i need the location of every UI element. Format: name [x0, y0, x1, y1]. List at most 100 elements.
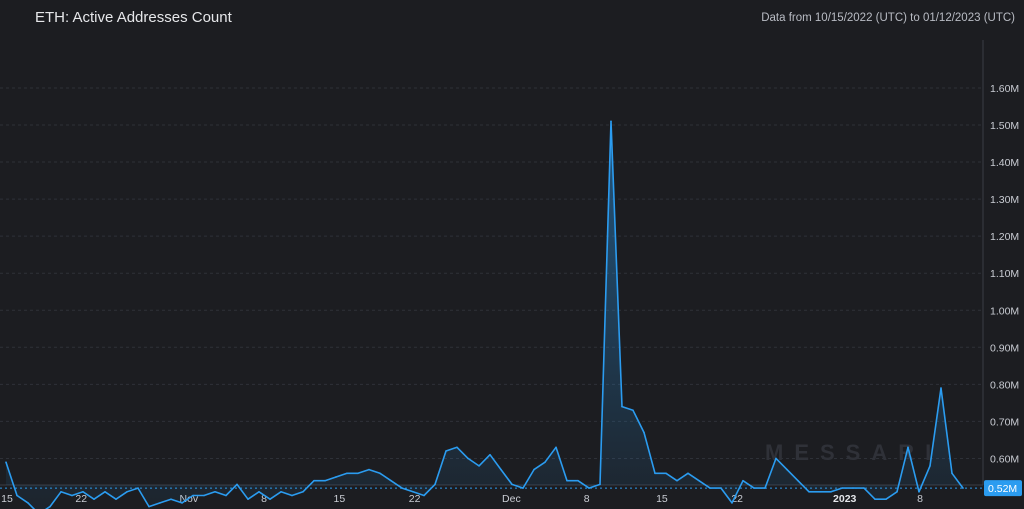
data-point: [236, 483, 238, 486]
data-point: [478, 465, 480, 467]
data-point: [588, 487, 590, 489]
data-point: [126, 490, 128, 493]
y-tick-label: 0.80M: [990, 379, 1019, 391]
data-point: [302, 490, 304, 493]
data-point: [918, 490, 920, 493]
data-point: [819, 490, 821, 493]
data-point: [379, 472, 381, 475]
x-tick-label: 22: [75, 493, 87, 505]
data-point: [5, 461, 7, 463]
x-axis-ticks: 15 22 Nov 8 15 22 Dec 8 15 22 2023 8: [1, 493, 923, 505]
last-value-badge-bg: [984, 480, 1022, 497]
data-point: [203, 494, 205, 497]
date-range-label: Data from 10/15/2022 (UTC) to 01/12/2023…: [761, 12, 1015, 24]
data-point: [852, 487, 854, 489]
y-tick-label: 1.40M: [990, 157, 1019, 169]
data-point: [27, 502, 29, 504]
data-point: [775, 457, 777, 460]
x-tick-label: 8: [261, 493, 267, 505]
data-point: [181, 502, 183, 504]
data-point: [335, 476, 337, 478]
y-tick-label: 0.90M: [990, 342, 1019, 354]
data-point: [324, 479, 326, 482]
data-point: [522, 487, 524, 489]
data-point: [544, 461, 546, 463]
data-point: [808, 490, 810, 493]
data-point: [929, 465, 931, 467]
y-tick-label: 1.60M: [990, 83, 1019, 95]
data-point: [82, 490, 84, 493]
data-point: [500, 468, 502, 471]
x-tick-label: 8: [584, 493, 590, 505]
data-point: [797, 479, 799, 482]
x-tick-label: 15: [656, 493, 668, 505]
data-point: [357, 472, 359, 475]
y-tick-label: 0.60M: [990, 453, 1019, 465]
data-point: [654, 472, 656, 475]
y-tick-label: 1.50M: [990, 120, 1019, 132]
data-point: [907, 446, 909, 449]
data-point: [511, 483, 513, 486]
data-point: [225, 494, 227, 497]
data-point: [159, 502, 161, 504]
data-point: [786, 468, 788, 471]
data-point: [621, 405, 623, 408]
data-point: [247, 498, 249, 501]
data-point: [258, 490, 260, 493]
data-point: [192, 494, 194, 497]
data-point: [885, 498, 887, 501]
data-point: [632, 409, 634, 412]
data-point: [863, 487, 865, 489]
data-point: [93, 498, 95, 501]
x-tick-label: 15: [1, 493, 13, 505]
series-points: [5, 120, 964, 508]
data-point: [390, 479, 392, 482]
data-point: [962, 487, 964, 489]
data-point: [940, 387, 942, 389]
data-point: [269, 498, 271, 501]
last-value-label: 0.52M: [988, 483, 1017, 495]
data-point: [412, 490, 414, 493]
data-point: [599, 483, 601, 486]
series-line: [5, 120, 964, 509]
data-point: [434, 483, 436, 486]
y-tick-label: 0.70M: [990, 416, 1019, 428]
data-point: [137, 487, 139, 489]
data-point: [49, 505, 51, 508]
data-point: [115, 498, 117, 501]
data-point: [170, 498, 172, 501]
x-tick-label: 22: [731, 493, 743, 505]
data-point: [896, 490, 898, 493]
data-point: [16, 494, 18, 497]
x-tick-label: 8: [917, 493, 923, 505]
data-point: [60, 490, 62, 493]
data-point: [830, 490, 832, 493]
data-point: [533, 468, 535, 471]
data-point: [467, 457, 469, 460]
data-point: [104, 490, 106, 493]
series-area: [6, 121, 963, 509]
data-point: [214, 490, 216, 493]
y-tick-label: 1.20M: [990, 231, 1019, 243]
y-axis-ticks: 0.60M 0.70M 0.80M 0.90M 1.00M 1.10M 1.20M 1.30M…: [990, 83, 1019, 466]
data-point: [148, 505, 150, 508]
data-point: [731, 502, 733, 504]
data-point: [280, 490, 282, 493]
data-point: [456, 446, 458, 449]
data-point: [566, 479, 568, 482]
data-point: [555, 446, 557, 449]
x-tick-label: Dec: [502, 493, 521, 505]
data-point: [874, 498, 876, 501]
x-tick-label: 22: [409, 493, 421, 505]
data-point: [368, 468, 370, 471]
data-point: [951, 472, 953, 475]
data-point: [676, 479, 678, 482]
data-point: [71, 494, 73, 497]
data-point: [445, 450, 447, 452]
y-tick-label: 1.00M: [990, 305, 1019, 317]
data-point: [423, 494, 425, 497]
x-tick-label: 2023: [833, 493, 857, 505]
data-point: [687, 472, 689, 475]
data-point: [698, 479, 700, 482]
